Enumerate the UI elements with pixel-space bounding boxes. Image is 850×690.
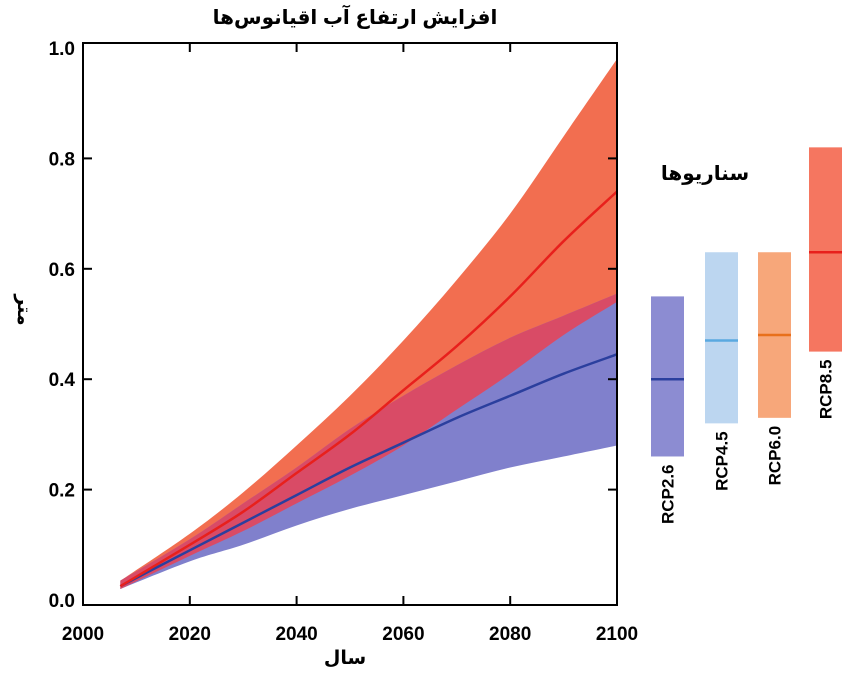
y-tick-label: 0.2 (49, 481, 75, 502)
plot-area (119, 59, 618, 589)
scenario-label: RCP4.5 (713, 431, 732, 491)
scenario-label: RCP6.0 (766, 426, 785, 486)
axis-ticks: 2000 2020 2040 2060 2080 2100 0.0 0.2 0.4 0.6 0.8 1… (49, 39, 639, 645)
y-tick-label: 0.8 (49, 149, 75, 170)
rcp85-band (120, 59, 617, 589)
y-tick-label: 0.6 (49, 260, 75, 281)
x-tick-label: 2040 (275, 624, 317, 645)
chart-title: افزایش ارتفاع آب اقیانوس‌ها (213, 4, 498, 29)
scenario-bar-rcp26 (651, 296, 684, 457)
x-tick-label: 2020 (169, 624, 211, 645)
x-tick-label: 2000 (62, 624, 104, 645)
x-tick-label: 2060 (382, 624, 424, 645)
scenario-bars: RCP2.6 RCP4.5 RCP6.0 RCP8.5 (651, 147, 842, 524)
x-axis-label: سال (324, 648, 366, 669)
y-tick-label: 1.0 (49, 39, 75, 60)
x-tick-label: 2080 (489, 624, 531, 645)
scenario-label: RCP2.6 (659, 464, 678, 524)
rcp26-mean-line (119, 353, 618, 588)
rcp85-mean-line (119, 190, 618, 588)
scenario-bar-rcp45 (705, 252, 738, 424)
scenarios-title: سناریوها (661, 163, 749, 185)
y-axis-label: متر (13, 293, 34, 325)
plot-frame (82, 42, 618, 606)
x-tick-label: 2100 (596, 624, 638, 645)
scenario-label: RCP8.5 (817, 360, 836, 420)
y-tick-label: 0.4 (49, 370, 76, 391)
overlap-band (120, 293, 617, 589)
y-tick-label: 0.0 (49, 591, 75, 612)
scenario-bar-rcp85 (809, 147, 842, 352)
